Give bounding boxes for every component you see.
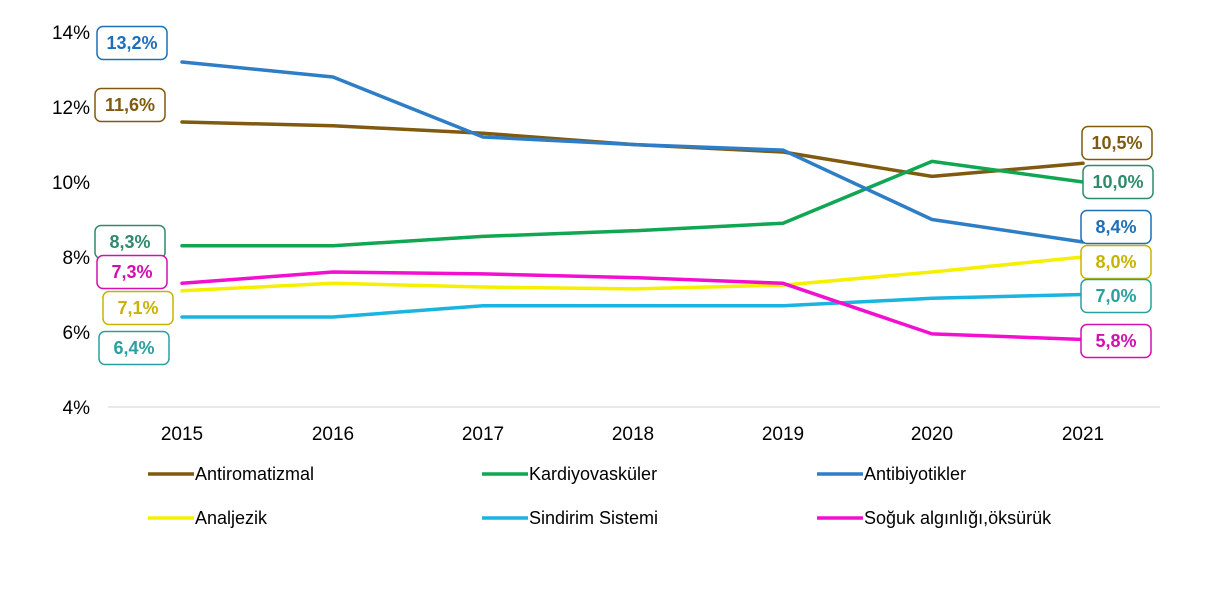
x-tick-label: 2021: [1062, 424, 1104, 445]
x-axis-ticks: 2015 2016 2017 2018 2019 2020 2021: [161, 424, 1104, 445]
data-label-last-2-box: [1080, 209, 1152, 245]
data-label-last-3: 8,0%: [1095, 252, 1136, 272]
x-tick-label: 2018: [612, 424, 654, 445]
series-line-4: [180, 292, 1085, 319]
series-line-5: [180, 270, 1085, 342]
y-tick-label: 4%: [63, 398, 91, 419]
legend-label-5: Soğuk algınlığı,öksürük: [864, 508, 1052, 528]
data-label-first-2: 13,2%: [106, 33, 157, 53]
y-tick-label: 14%: [52, 23, 90, 44]
data-label-first-5: 7,3%: [111, 262, 152, 282]
data-label-last-1-box: [1082, 164, 1154, 200]
legend-label-4: Sindirim Sistemi: [529, 508, 658, 528]
series-line-3: [180, 255, 1085, 293]
data-label-last-3-box: [1080, 244, 1152, 280]
data-label-first-0-box: [94, 87, 166, 123]
series-lines: [180, 60, 1085, 342]
y-tick-label: 6%: [63, 323, 91, 344]
x-tick-label: 2016: [312, 424, 354, 445]
legend-label-1: Kardiyovasküler: [529, 464, 657, 484]
legend-label-0: Antiromatizmal: [195, 464, 314, 484]
data-label-first-3-box: [102, 290, 174, 326]
data-label-last-5-box: [1080, 323, 1152, 359]
x-tick-label: 2017: [462, 424, 504, 445]
x-tick-label: 2020: [911, 424, 953, 445]
data-label-first-0: 11,6%: [105, 95, 155, 115]
data-labels: 11,6% 10,5% 8,3% 10,0% 13,2% 8,4% 7,1% 8,0% 6,4%…: [94, 25, 1154, 366]
data-label-first-4-box: [98, 330, 170, 366]
data-label-last-0: 10,5%: [1091, 133, 1142, 153]
y-axis-ticks: 4% 6% 8% 10% 12% 14%: [52, 23, 90, 419]
data-label-first-4: 6,4%: [113, 338, 154, 358]
legend-label-2: Antibiyotikler: [864, 464, 966, 484]
y-tick-label: 12%: [52, 98, 90, 119]
data-label-last-1: 10,0%: [1092, 172, 1143, 192]
data-label-last-4: 7,0%: [1095, 286, 1136, 306]
data-label-first-2-box: [96, 25, 168, 61]
series-line-2: [180, 60, 1085, 244]
data-label-first-3: 7,1%: [117, 298, 158, 318]
series-line-1: [180, 159, 1085, 248]
series-line-0: [180, 120, 1085, 179]
y-tick-label: 10%: [52, 173, 90, 194]
data-label-first-1: 8,3%: [109, 232, 150, 252]
data-label-last-4-box: [1080, 278, 1152, 314]
x-tick-label: 2015: [161, 424, 203, 445]
legend-label-3: Analjezik: [195, 508, 268, 528]
data-label-last-5: 5,8%: [1095, 331, 1136, 351]
legend: Antiromatizmal Kardiyovasküler Antibiyotik…: [148, 464, 1052, 528]
data-label-last-2: 8,4%: [1095, 217, 1136, 237]
data-label-first-5-box: [96, 254, 168, 290]
y-tick-label: 8%: [63, 248, 91, 269]
data-label-last-0-box: [1081, 125, 1153, 161]
x-tick-label: 2019: [762, 424, 804, 445]
